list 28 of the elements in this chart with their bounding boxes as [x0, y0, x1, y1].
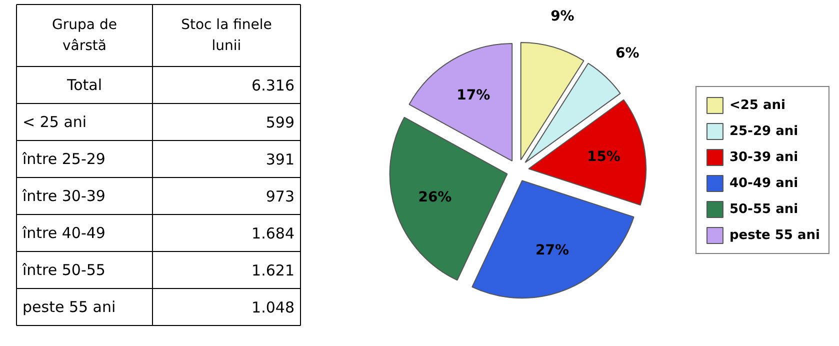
text: 6.316 — [252, 76, 295, 94]
data-label: 17% — [456, 88, 490, 104]
text: 1.621 — [252, 262, 295, 280]
legend-label: 40-49 ani — [729, 176, 798, 190]
legend-label: <25 ani — [729, 98, 786, 112]
text: Stoc la finele lunii — [181, 17, 272, 54]
data-label: 15% — [586, 148, 620, 165]
text: 1.048 — [252, 298, 295, 316]
category-label: între 25-29 — [22, 150, 106, 168]
data-label: 27% — [536, 242, 570, 258]
text: 1.684 — [252, 224, 295, 242]
category-label: între 40-49 — [22, 224, 106, 242]
text: 391 — [266, 150, 295, 168]
data-label: 26% — [418, 189, 452, 206]
text: 973 — [266, 188, 295, 206]
text: 599 — [266, 114, 295, 132]
legend-label: peste 55 ani — [729, 228, 820, 242]
category-label: între 30-39 — [22, 187, 106, 205]
category-label: între 50-55 — [22, 261, 106, 279]
category-label: Total — [66, 76, 102, 94]
legend-label: 25-29 ani — [729, 124, 798, 138]
category-label: < 25 ani — [22, 113, 87, 131]
data-label: 9% — [550, 8, 574, 25]
legend-label: 30-39 ani — [729, 150, 798, 164]
text: Grupa de vârstă — [52, 17, 117, 54]
legend-label: 50-55 ani — [729, 202, 798, 216]
category-label: peste 55 ani — [22, 298, 116, 316]
data-label: 6% — [616, 46, 640, 62]
